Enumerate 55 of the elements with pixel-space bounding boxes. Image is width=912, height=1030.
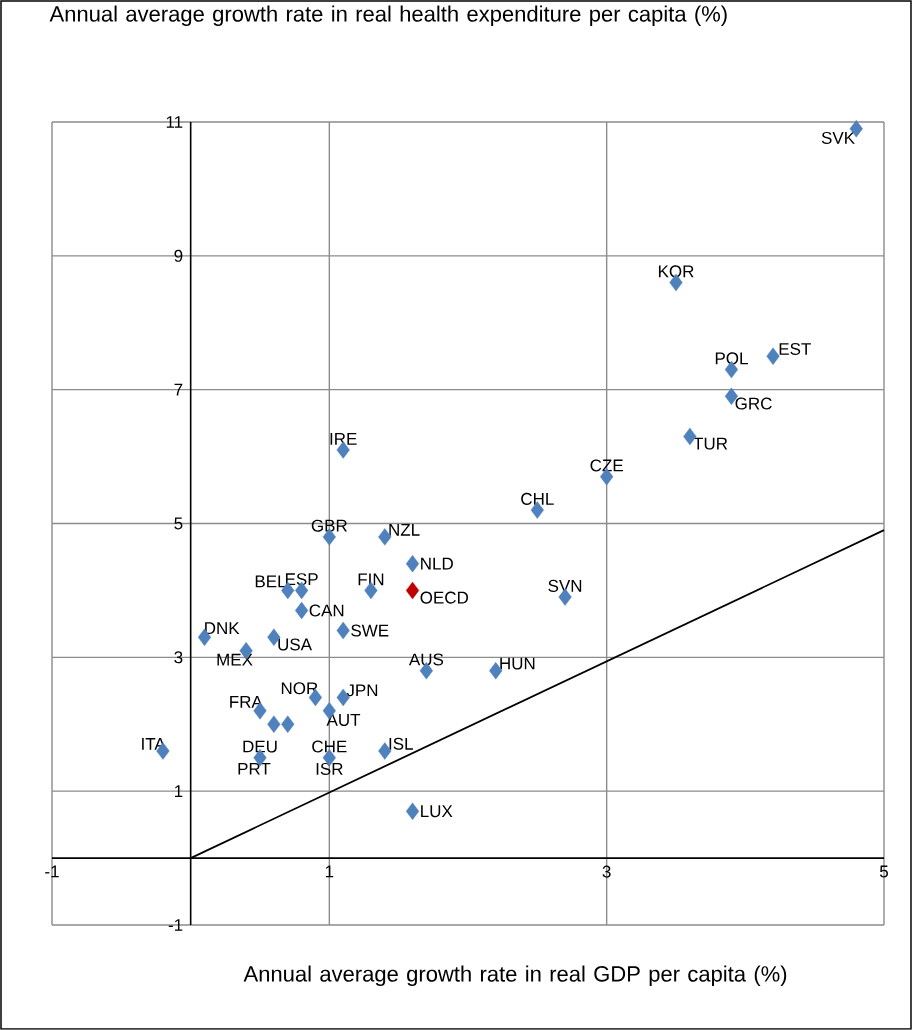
x-axis-title: Annual average growth rate in real GDP per capita (%) [243, 965, 787, 987]
annotation: AUS [408, 653, 444, 666]
x-tick-label: 1 [325, 865, 334, 878]
y-tick-label: 9 [174, 249, 183, 262]
x-tick-label: -1 [45, 865, 59, 878]
annotation: ESP [285, 573, 318, 586]
y-tick-label: 1 [174, 785, 183, 798]
series-label: OECD [420, 591, 469, 604]
annotation: AUT [326, 714, 361, 726]
annotation: CHL [521, 492, 554, 505]
annotation: GBR [311, 519, 347, 532]
y-axis-title: Annual average growth rate in real health expenditure per capita (%) [49, 5, 727, 27]
y-tick-label: 7 [174, 383, 183, 396]
point [267, 715, 281, 733]
point [405, 581, 420, 600]
annotation: ISL [389, 737, 413, 750]
annotation: DEU [243, 740, 277, 753]
annotation: ISR [316, 762, 343, 775]
annotation: KOR [658, 265, 694, 278]
annotation: DNK [205, 622, 240, 635]
y-tick-label: 11 [166, 116, 183, 128]
annotation: FRA [230, 695, 263, 708]
point [766, 347, 780, 365]
annotation: USA [278, 638, 312, 651]
annotation: JPN [346, 684, 378, 697]
annotation: BEL [255, 575, 286, 588]
point [295, 601, 309, 620]
annotation: SVN [548, 579, 582, 592]
annotation: POL [715, 352, 748, 365]
annotation: NZL [389, 523, 420, 536]
point [336, 621, 350, 640]
annotation: MEX [217, 653, 253, 666]
point [405, 554, 420, 573]
y-tick-label: 5 [174, 517, 183, 530]
annotation: HUN [500, 657, 535, 670]
annotation: EST [779, 342, 811, 356]
x-tick-label: 3 [602, 865, 611, 878]
y-tick-label: 3 [174, 651, 183, 664]
y-tick-label: -1 [168, 919, 183, 931]
x-tick-label: 5 [879, 865, 888, 878]
point [281, 715, 295, 733]
annotation: FIN [358, 573, 384, 586]
annotation: CAN [309, 604, 344, 617]
point [405, 802, 420, 820]
annotation: TUR [693, 437, 728, 450]
annotation: GRC [735, 397, 772, 410]
annotation: NLD [421, 557, 453, 570]
annotation: IRE [330, 432, 357, 445]
annotation: LUX [421, 805, 453, 818]
annotation: NOR [281, 682, 318, 695]
annotation: CZE [590, 459, 623, 472]
annotation: SWE [351, 624, 389, 637]
annotation: PRT [238, 762, 271, 775]
annotation: SVK [821, 131, 855, 144]
annotation: CHE [312, 740, 347, 753]
